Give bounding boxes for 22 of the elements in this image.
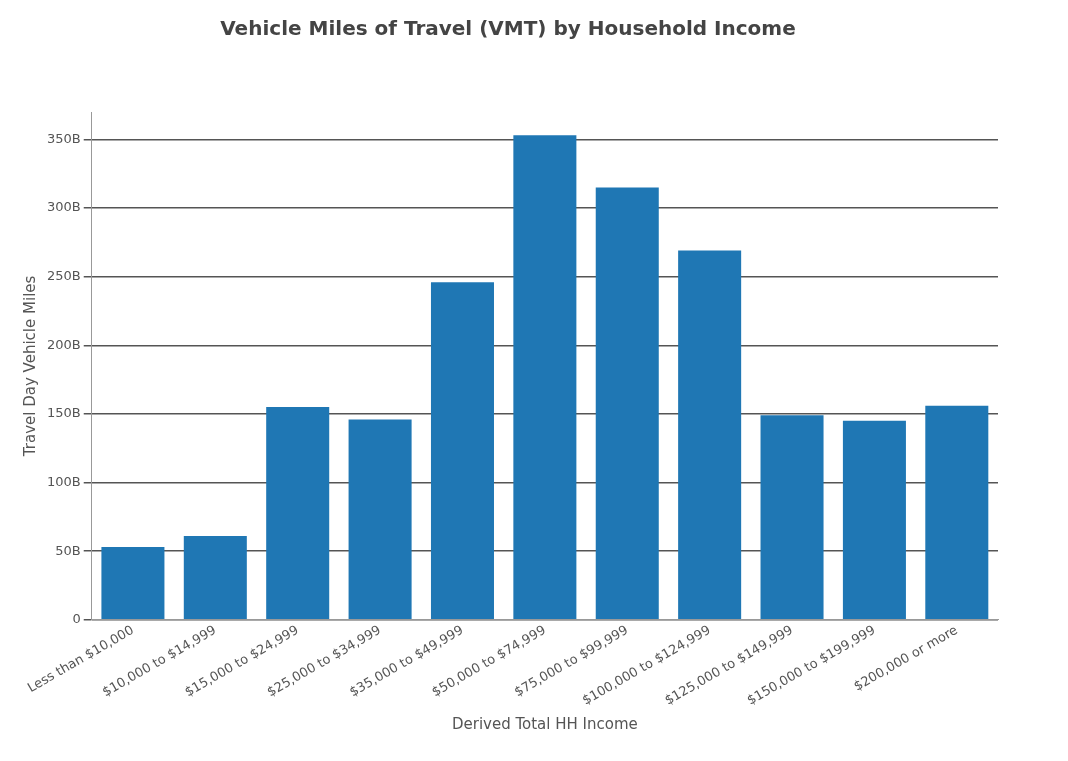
bar — [101, 547, 165, 620]
y-tick-label: 150B — [47, 405, 81, 421]
bar — [678, 250, 742, 620]
bar — [760, 415, 824, 620]
bar — [595, 187, 659, 620]
bar — [183, 536, 247, 620]
x-axis-title: Derived Total HH Income — [451, 714, 638, 733]
y-tick-label: 350B — [47, 130, 81, 146]
bar — [266, 407, 330, 620]
bar — [925, 405, 989, 620]
y-tick-label: 0 — [72, 611, 81, 627]
bar — [842, 420, 906, 620]
y-tick-label: 50B — [55, 542, 81, 558]
y-tick-label: 100B — [47, 473, 81, 489]
y-tick-label: 300B — [47, 199, 81, 215]
y-tick-label: 200B — [47, 336, 81, 352]
bar — [348, 419, 412, 620]
chart-title: Vehicle Miles of Travel (VMT) by Household Income — [220, 16, 796, 41]
y-tick-label: 250B — [47, 268, 81, 284]
bar — [513, 135, 577, 620]
bar — [430, 282, 494, 620]
y-axis-title: Travel Day Vehicle Miles — [20, 275, 39, 458]
